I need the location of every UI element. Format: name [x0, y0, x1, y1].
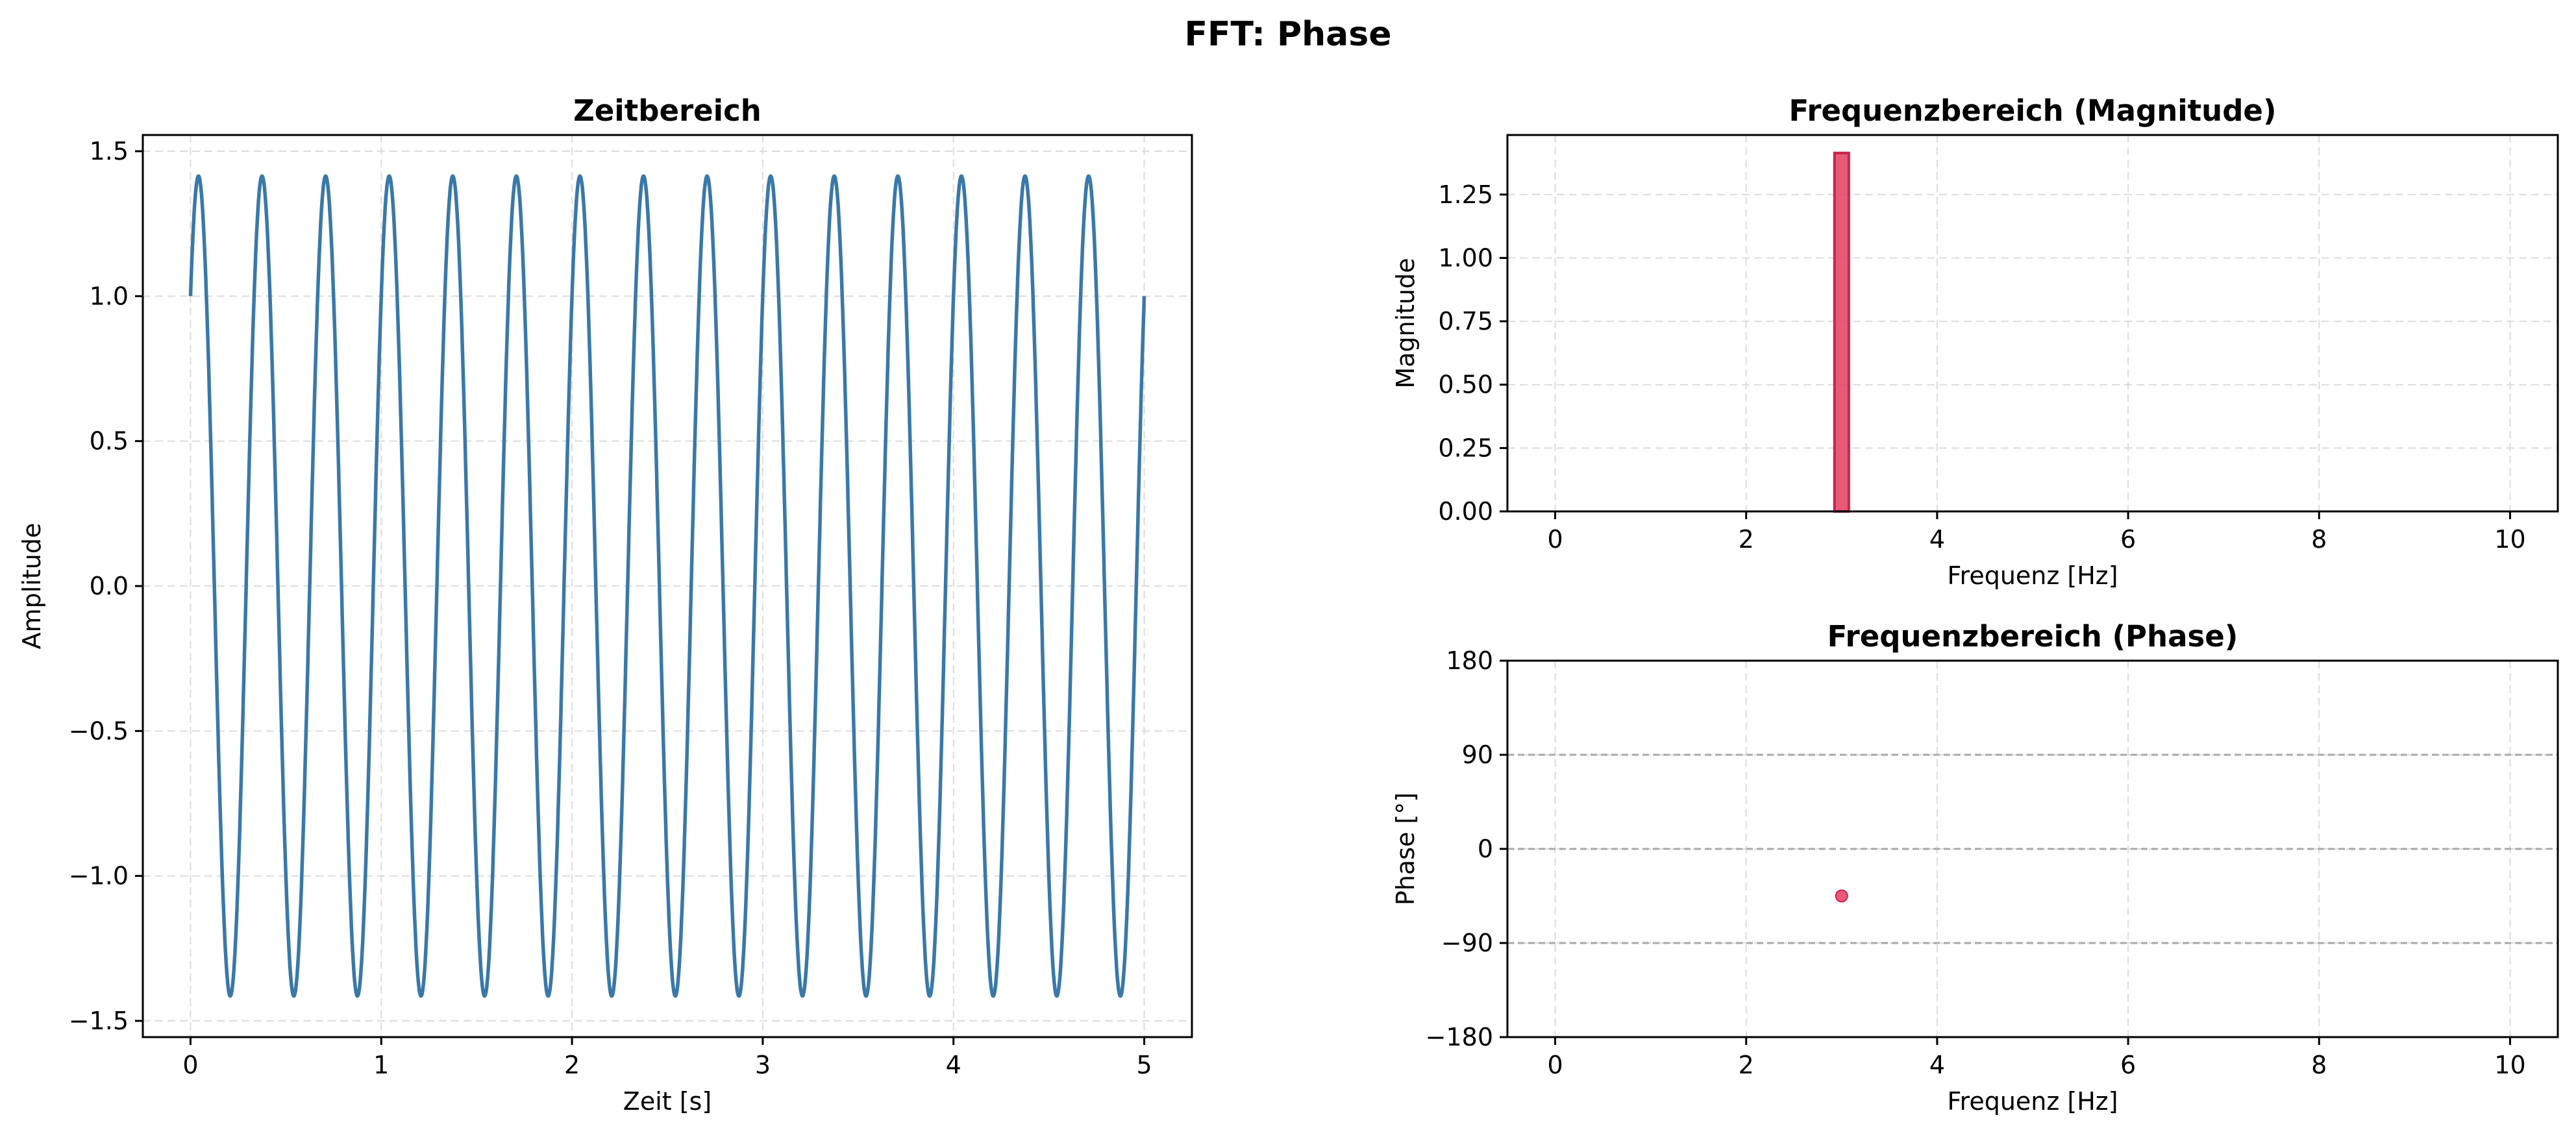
y-tick-label: 0 — [1478, 835, 1493, 863]
x-tick-label: 8 — [2311, 525, 2327, 554]
magnitude-bar — [1833, 151, 1850, 513]
x-tick-label: 0 — [1547, 525, 1563, 554]
subplot-title: Frequenzbereich (Phase) — [1827, 619, 2238, 654]
y-tick-label: −1.5 — [69, 1007, 129, 1035]
y-axis-label: Amplitude — [18, 523, 46, 650]
subplot-3: 0 2 4 6 8 10 −180 −90 0 90 180 Frequenzbereich (Pha… — [1391, 619, 2559, 1116]
x-tick-label: 2 — [1739, 1051, 1754, 1079]
x-tick-label: 1 — [373, 1051, 389, 1079]
x-axis-label: Zeit [s] — [623, 1087, 712, 1116]
y-tick-label: 0.25 — [1438, 434, 1493, 462]
x-axis-label: Frequenz [Hz] — [1947, 1087, 2118, 1116]
y-tick-label: 180 — [1446, 646, 1493, 675]
y-tick-label: 0.00 — [1438, 497, 1493, 526]
y-tick-label: −0.5 — [69, 716, 129, 745]
y-axis-label: Magnitude — [1391, 258, 1420, 388]
y-tick-label: 0.0 — [90, 572, 129, 600]
x-axis-label: Frequenz [Hz] — [1947, 561, 2118, 590]
x-tick-label: 2 — [564, 1051, 580, 1079]
y-tick-label: −180 — [1426, 1023, 1493, 1051]
x-tick-label: 8 — [2311, 1051, 2327, 1079]
x-tick-label: 0 — [1547, 1051, 1563, 1079]
x-tick-label: 6 — [2120, 1051, 2136, 1079]
subplot-title: Zeitbereich — [573, 93, 762, 128]
y-tick-label: 0.50 — [1438, 371, 1493, 399]
figure-title: FFT: Phase — [1184, 15, 1391, 54]
y-tick-label: 0.75 — [1438, 307, 1493, 336]
x-tick-label: 4 — [1929, 1051, 1945, 1079]
y-tick-label: 1.0 — [90, 282, 129, 310]
chart-panels: 0 1 2 3 4 5 −1.5 −1.0 −0.5 0.0 0.5 1.0 1.5 Zeitbereic… — [18, 93, 2559, 1116]
x-tick-label: 3 — [755, 1051, 771, 1079]
y-tick-label: 1.25 — [1438, 180, 1493, 209]
subplot-1: 0 1 2 3 4 5 −1.5 −1.0 −0.5 0.0 0.5 1.0 1.5 Zeitbereic… — [18, 93, 1193, 1116]
phase-point — [1835, 889, 1848, 903]
subplot-2: 0 2 4 6 8 10 0.00 0.25 0.50 0.75 1.00 1.25 Frequenzb… — [1391, 93, 2559, 590]
y-tick-label: 0.5 — [90, 427, 129, 456]
x-tick-label: 10 — [2494, 525, 2525, 554]
y-tick-label: 1.5 — [90, 137, 129, 165]
x-tick-label: 0 — [182, 1051, 198, 1079]
x-tick-label: 6 — [2120, 525, 2136, 554]
y-tick-label: −1.0 — [69, 862, 129, 890]
x-tick-label: 5 — [1136, 1051, 1152, 1079]
x-tick-label: 4 — [1929, 525, 1945, 554]
x-tick-label: 2 — [1739, 525, 1754, 554]
x-tick-label: 4 — [946, 1051, 961, 1079]
x-tick-label: 10 — [2494, 1051, 2525, 1079]
y-tick-label: −90 — [1441, 929, 1493, 957]
signal-line — [188, 174, 1146, 998]
y-tick-label: 1.00 — [1438, 243, 1493, 272]
y-tick-label: 90 — [1462, 741, 1493, 769]
y-axis-label: Phase [°] — [1391, 792, 1420, 905]
subplot-title: Frequenzbereich (Magnitude) — [1789, 93, 2276, 128]
axes-frame — [1506, 134, 2559, 513]
